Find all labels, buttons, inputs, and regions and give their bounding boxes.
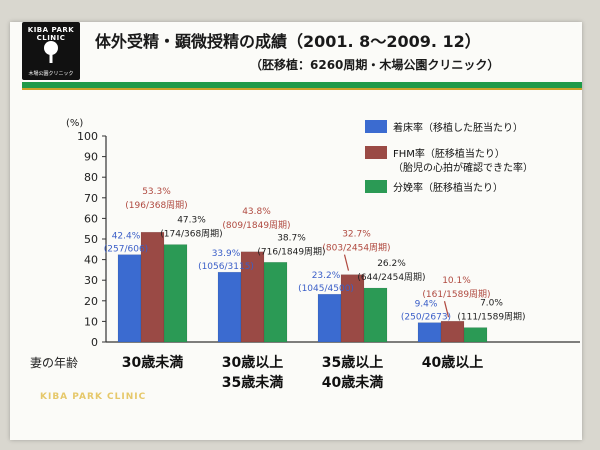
legend-swatch: [365, 180, 387, 193]
y-unit-label: (%): [66, 118, 83, 129]
category-label: 40歳未満: [322, 374, 383, 391]
legend-swatch: [365, 120, 387, 133]
data-label-detail: (803/2454周期): [322, 243, 390, 254]
data-label-detail: (644/2454周期): [357, 272, 425, 283]
page-subtitle: （胚移植：6260周期・木場公園クリニック）: [250, 58, 500, 72]
legend-label: FHM率（胚移植当たり）: [393, 147, 505, 160]
data-label-percent: 47.3%: [177, 216, 206, 226]
category-label: 40歳以上: [422, 354, 483, 371]
x-axis-label: 妻の年齢: [30, 355, 78, 370]
data-label-percent: 38.7%: [277, 233, 306, 243]
legend-label: 着床率（移植した胚当たり）: [393, 121, 523, 134]
bar: [417, 322, 442, 343]
y-tick-label: 80: [84, 171, 98, 184]
header-divider-accent: [22, 88, 582, 90]
data-label-percent: 10.1%: [442, 276, 471, 286]
y-tick-label: 60: [84, 212, 98, 225]
y-tick-label: 100: [77, 130, 98, 143]
category-label: 35歳未満: [222, 374, 283, 391]
data-label-percent: 32.7%: [342, 230, 371, 240]
bar: [440, 320, 465, 343]
category-label: 30歳未満: [122, 354, 183, 371]
category-label: 35歳以上: [322, 354, 383, 371]
data-label-detail: (161/1589周期): [422, 289, 490, 300]
legend-label: 分娩率（胚移植当たり）: [393, 181, 503, 194]
data-label-percent: 9.4%: [415, 300, 438, 310]
data-label-percent: 43.8%: [242, 207, 271, 217]
y-tick-label: 0: [91, 336, 98, 349]
data-label-percent: 26.2%: [377, 259, 406, 269]
annotation-arrow: [343, 254, 350, 271]
bar: [263, 262, 288, 343]
data-label-detail: (196/368周期): [125, 200, 187, 211]
poster: [10, 22, 582, 440]
tree-icon: [44, 41, 58, 63]
header-divider: [22, 82, 582, 88]
bar: [117, 254, 142, 343]
y-tick-label: 30: [84, 274, 98, 287]
bar: [317, 293, 342, 343]
data-label-percent: 7.0%: [480, 299, 503, 309]
category-label: 30歳以上: [222, 354, 283, 371]
bar: [217, 271, 242, 343]
y-tick-label: 10: [84, 315, 98, 328]
data-label-percent: 23.2%: [312, 271, 341, 281]
bar: [163, 244, 188, 343]
y-tick-label: 20: [84, 295, 98, 308]
annotation-arrow: [443, 301, 450, 318]
data-label-percent: 42.4%: [112, 232, 141, 242]
data-label-detail: (1045/4500): [298, 284, 354, 294]
logo-subtext: 木場公園クリニック: [28, 71, 74, 77]
clinic-logo: KIBA PARK CLINIC 木場公園クリニック: [22, 22, 80, 80]
y-tick-label: 90: [84, 151, 98, 164]
y-tick-label: 70: [84, 192, 98, 205]
logo-text: KIBA PARK CLINIC: [27, 26, 75, 42]
data-label-detail: (111/1589周期): [457, 312, 525, 323]
data-label-detail: (809/1849周期): [222, 220, 290, 231]
data-label-detail: (250/2673): [401, 313, 451, 323]
data-label-percent: 53.3%: [142, 187, 171, 197]
data-label-percent: 33.9%: [212, 249, 241, 259]
data-label-detail: (257/606): [104, 245, 148, 255]
legend-label: （胎児の心拍が確認できた率）: [393, 161, 533, 174]
bar: [363, 287, 388, 343]
y-tick-label: 40: [84, 254, 98, 267]
data-label-detail: (174/368周期): [160, 229, 222, 240]
y-tick-label: 50: [84, 233, 98, 246]
data-label-detail: (716/1849周期): [257, 246, 325, 257]
data-label-detail: (1056/3115): [198, 262, 254, 272]
legend-swatch: [365, 146, 387, 159]
page-title: 体外受精・顕微授精の成績（2001. 8〜2009. 12）: [95, 32, 481, 51]
bar: [463, 327, 488, 343]
footer-text: KIBA PARK CLINIC: [40, 392, 147, 402]
